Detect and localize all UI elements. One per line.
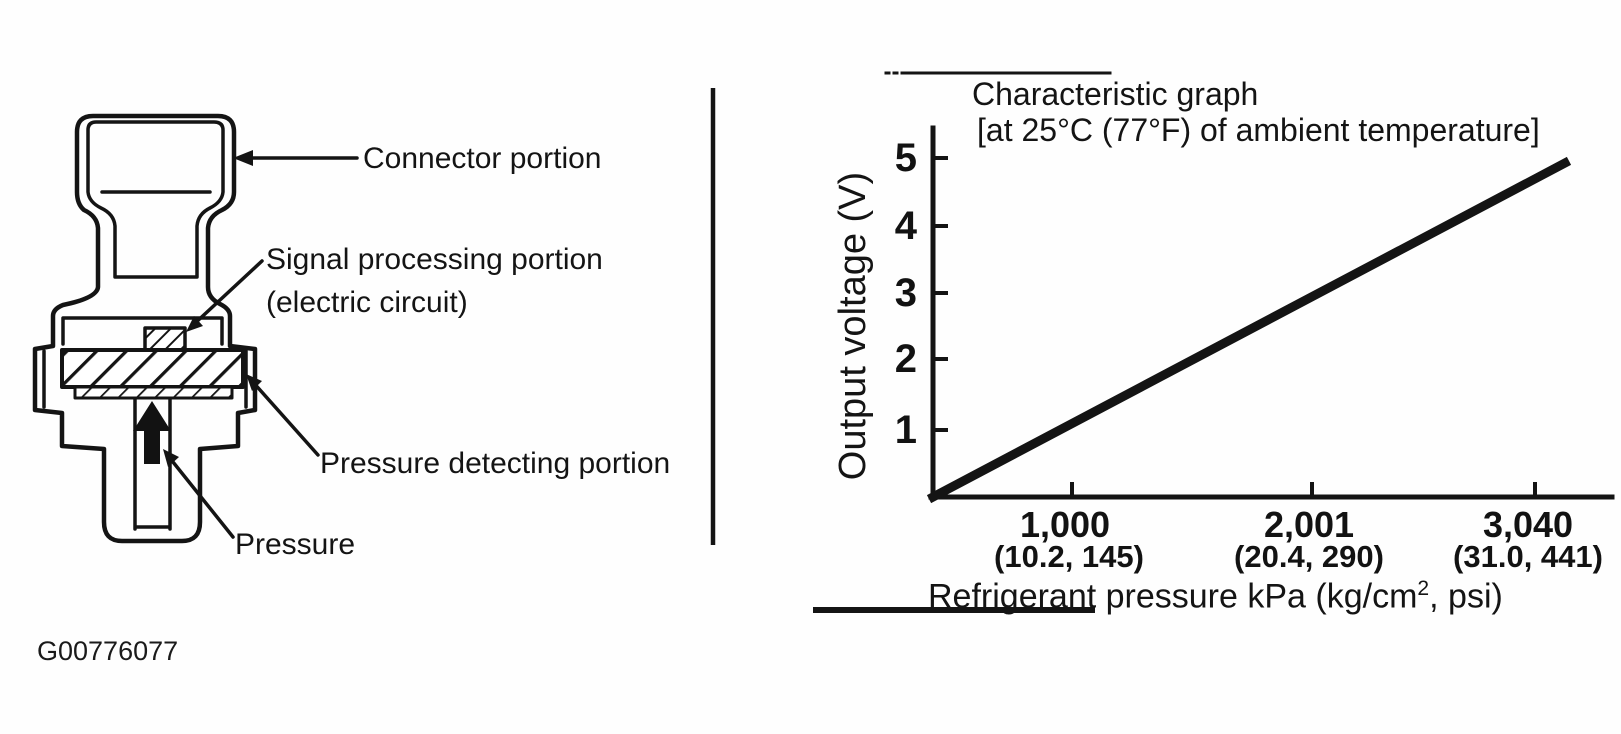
- pressure-detecting-strip: [73, 385, 234, 400]
- callout-leaders: [163, 150, 359, 539]
- pressure-detecting-leader-arrowhead-icon: [246, 374, 262, 391]
- sensor-body-inner-lines: [42, 316, 248, 409]
- pressure-leader-arrowhead-icon: [163, 449, 179, 467]
- pressure-label: Pressure: [235, 528, 356, 561]
- pressure-leader-line: [167, 455, 235, 539]
- signal-leader-arrowhead-icon: [186, 316, 203, 332]
- y-tick-label-4: 4: [894, 204, 917, 248]
- characteristic-line: [926, 156, 1572, 504]
- characteristic-graph: [813, 71, 1615, 613]
- signal-processing-chip: [143, 326, 187, 352]
- y-tick-label-2: 2: [894, 337, 917, 381]
- connector-leader-arrowhead-icon: [233, 150, 253, 166]
- signal-processing-label-line2: (electric circuit): [266, 286, 468, 319]
- x-axis-title-suffix: , psi): [1429, 577, 1503, 616]
- figure-id: G00776077: [37, 636, 179, 666]
- chart-subtitle: [at 25°C (77°F) of ambient temperature]: [977, 112, 1540, 148]
- x-tick-alt-2: (20.4, 290): [1234, 539, 1384, 574]
- x-axis-title-superscript: 2: [1417, 577, 1430, 600]
- pressure-detecting-bar: [60, 348, 245, 389]
- signal-leader-line: [190, 259, 264, 328]
- pressure-detecting-label: Pressure detecting portion: [320, 447, 671, 480]
- x-tick-kpa-1000: 1,000: [1019, 504, 1111, 545]
- connector-portion-label: Connector portion: [363, 142, 602, 175]
- sensor-outer-outline: [32, 113, 258, 544]
- x-tick-alt-3: (31.0, 441): [1453, 539, 1603, 574]
- y-axis-ticks: [931, 156, 948, 432]
- x-axis-title: Refrigerant pressure kPa (kg/cm2, psi): [928, 570, 1503, 615]
- x-tick-kpa-3040: 3,040: [1482, 504, 1574, 545]
- y-tick-label-3: 3: [894, 271, 917, 315]
- y-tick-label-1: 1: [894, 408, 917, 452]
- x-tick-kpa-2001: 2,001: [1263, 504, 1355, 545]
- x-axis-title-prefix: Refrigerant pressure kPa (kg/cm: [928, 577, 1418, 616]
- x-tick-alt-1: (10.2, 145): [994, 539, 1144, 574]
- x-axis-ticks: [1070, 482, 1537, 499]
- pressure-detecting-leader-line: [250, 379, 320, 457]
- y-tick-label-5: 5: [894, 136, 917, 180]
- pressure-flow-arrow-icon: [133, 401, 171, 464]
- signal-processing-label-line1: Signal processing portion: [266, 243, 603, 276]
- chart-title: Characteristic graph: [972, 76, 1259, 112]
- pressure-sensor-diagram: [32, 113, 258, 544]
- sensor-inner-outline: [86, 120, 225, 279]
